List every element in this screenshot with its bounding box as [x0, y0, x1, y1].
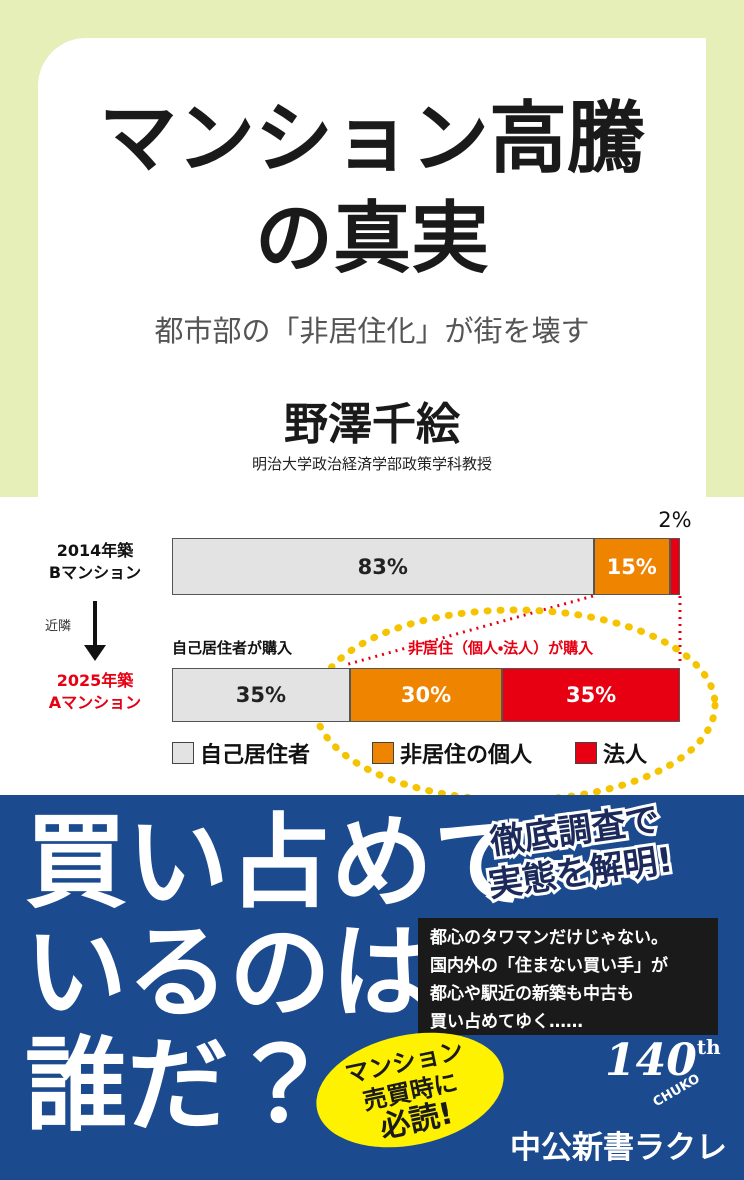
legend-label: 非居住の個人: [400, 743, 533, 768]
annotation: 自己居住者が購入: [172, 639, 293, 657]
blurb-line: 国内外の「住まない買い手」が: [430, 956, 668, 976]
category-label: 2025年築 Aマンション: [48, 671, 142, 712]
publisher: 中公新書ラクレ: [510, 1130, 727, 1166]
connector: [344, 594, 594, 667]
arrow-head: [84, 645, 106, 661]
anniversary-logo: 140th CHUKO: [605, 1035, 721, 1120]
data-label: 35%: [565, 683, 617, 707]
blurb-line: 買い占めてゆく……: [430, 1012, 583, 1032]
bar-row: 35% 30% 35%: [172, 668, 680, 722]
catchphrase-line: 買い占めて: [25, 803, 535, 923]
catchphrase-line: 誰だ？: [25, 1026, 331, 1146]
blurb-box: 都心のタワマンだけじゃない。 国内外の「住まない買い手」が 都心や駅近の新築も中…: [418, 918, 718, 1035]
bar-segment: [669, 538, 680, 595]
bar-segment: 35%: [502, 668, 680, 722]
legend-swatch: [575, 742, 597, 764]
title-line: マンション高騰: [98, 93, 645, 184]
author: 野澤千絵: [284, 399, 460, 450]
bar-segment: 15%: [593, 538, 670, 595]
anniversary-number: 140: [605, 1035, 697, 1086]
annotation: 近隣: [45, 619, 72, 634]
catchphrase-line: いるのは: [25, 913, 433, 1033]
legend-label: 自己居住者: [200, 743, 311, 768]
anniversary-suffix: th: [696, 1035, 721, 1059]
affiliation: 明治大学政治経済学部政策学科教授: [251, 455, 492, 473]
title-panel: [38, 38, 706, 497]
blurb-line: 都心のタワマンだけじゃない。: [430, 928, 668, 948]
data-label: 30%: [400, 683, 452, 707]
data-label: 15%: [606, 554, 657, 579]
subtitle: 都市部の「非居住化」が街を壊す: [154, 314, 590, 348]
legend-swatch: [172, 742, 194, 764]
data-label: 2%: [658, 508, 692, 532]
data-label: 83%: [357, 554, 408, 579]
bar-row: 83% 15%: [172, 538, 680, 595]
legend-swatch: [372, 742, 394, 764]
bar-segment: 30%: [349, 668, 503, 722]
blurb-line: 都心や駅近の新築も中古も: [430, 984, 634, 1004]
annotation: 非居住（個人・法人）が購入: [408, 639, 594, 657]
data-label: 35%: [235, 683, 287, 707]
title-line: の真実: [254, 193, 489, 284]
category-label: 2014年築 Bマンション: [48, 541, 142, 582]
chart: 2014年築 Bマンション 83% 15% 2% 2025年築 Aマンション 35% 30%…: [0, 497, 744, 795]
bar-segment: 35%: [172, 668, 350, 722]
legend-label: 法人: [603, 743, 648, 768]
bar-segment: 83%: [172, 538, 594, 595]
